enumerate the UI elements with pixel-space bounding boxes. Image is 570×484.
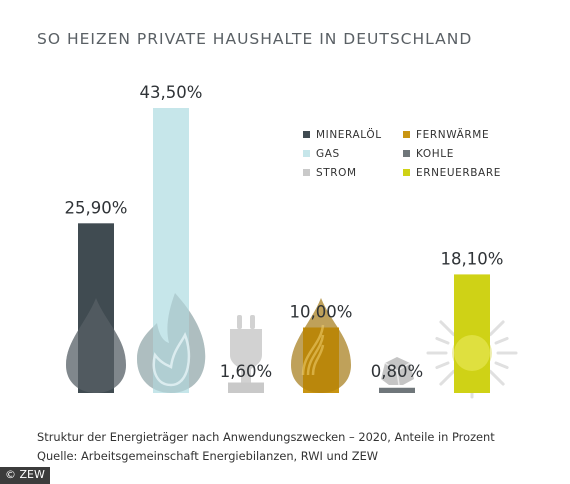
- legend-swatch: [303, 169, 310, 176]
- chart-title: SO HEIZEN PRIVATE HAUSHALTE IN DEUTSCHLA…: [37, 30, 473, 48]
- value-label: 1,60%: [220, 362, 272, 381]
- legend-label: MINERALÖL: [316, 128, 382, 141]
- legend-label: FERNWÄRME: [416, 128, 489, 141]
- bar-erneuerbare: [454, 274, 490, 393]
- bar-kohle: [379, 387, 415, 393]
- value-label: 25,90%: [65, 198, 128, 217]
- coal-icon: [381, 357, 414, 386]
- value-label: 10,00%: [290, 302, 353, 321]
- value-labels: 25,90% 43,50% 1,60% 10,00% 0,80% 18,10%: [65, 83, 504, 381]
- caption-source: Quelle: Arbeitsgemeinschaft Energiebilan…: [37, 449, 379, 463]
- value-label: 0,80%: [371, 362, 423, 381]
- legend-label: STROM: [316, 167, 357, 179]
- legend-swatch: [403, 131, 410, 138]
- legend-label: KOHLE: [416, 148, 454, 160]
- legend-swatch: [403, 150, 410, 157]
- legend: MINERALÖL FERNWÄRME GAS KOHLE STROM ERNEUERBA…: [303, 128, 501, 179]
- legend-label: GAS: [316, 148, 340, 160]
- value-label: 43,50%: [140, 83, 203, 102]
- legend-swatch: [303, 150, 310, 157]
- copyright-label: © ZEW: [0, 467, 50, 484]
- caption-description: Struktur der Energieträger nach Anwendun…: [37, 430, 495, 444]
- flame-inner-icon: [152, 331, 191, 387]
- copyright-bar: © ZEW: [0, 463, 570, 484]
- sun-core-icon: [454, 335, 490, 371]
- legend-swatch: [403, 169, 410, 176]
- flame-drop-icon: [66, 298, 126, 393]
- flame-drop-lines-icon: [301, 324, 325, 376]
- bar-chart: 25,90% 43,50% 1,60% 10,00% 0,80% 18,10% MINER…: [65, 83, 518, 399]
- flame-icon: [137, 293, 206, 393]
- bar-strom: [228, 382, 264, 393]
- value-label: 18,10%: [441, 249, 504, 268]
- plug-icon: [230, 315, 262, 383]
- legend-label: ERNEUERBARE: [416, 167, 501, 179]
- overlay-layer: [66, 293, 490, 393]
- legend-swatch: [303, 131, 310, 138]
